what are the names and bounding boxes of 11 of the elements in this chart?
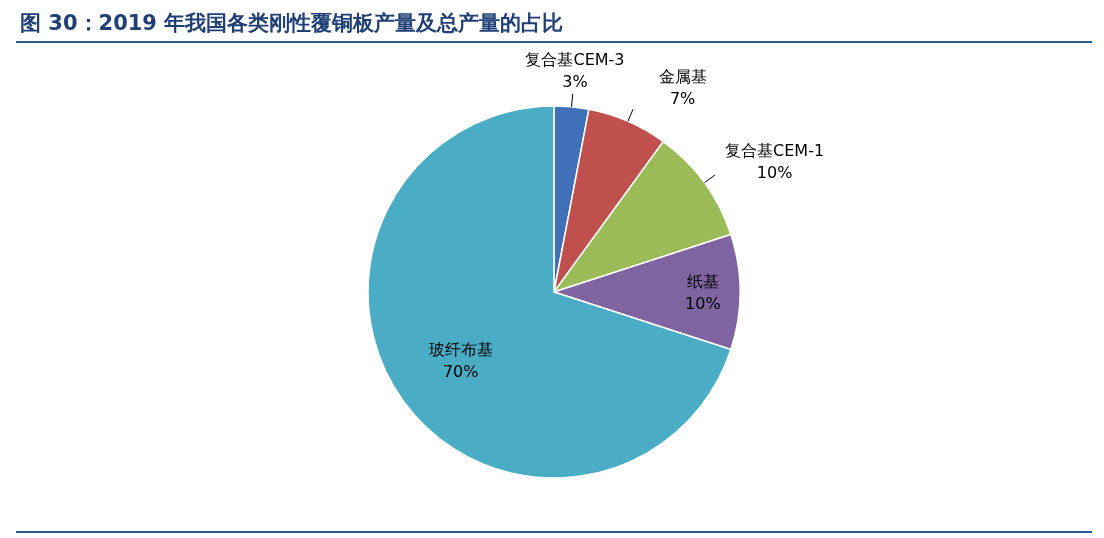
slice-label: 复合基CEM-1 [725, 140, 825, 160]
data-label: 10% [685, 294, 721, 313]
data-label: 3% [562, 71, 588, 91]
data-label: 10% [756, 162, 793, 182]
data-label: 7% [669, 89, 696, 109]
slice-label: 纸基 [686, 272, 719, 291]
slice-label: 复合基CEM-3 [525, 49, 625, 69]
chart-title: 图 30：2019 年我国各类刚性覆铜板产量及总产量的占比 [20, 11, 564, 35]
slice-label: 金属基 [658, 67, 707, 87]
slice-label: 玻纤布基 [428, 339, 493, 359]
data-label: 70% [442, 361, 479, 381]
